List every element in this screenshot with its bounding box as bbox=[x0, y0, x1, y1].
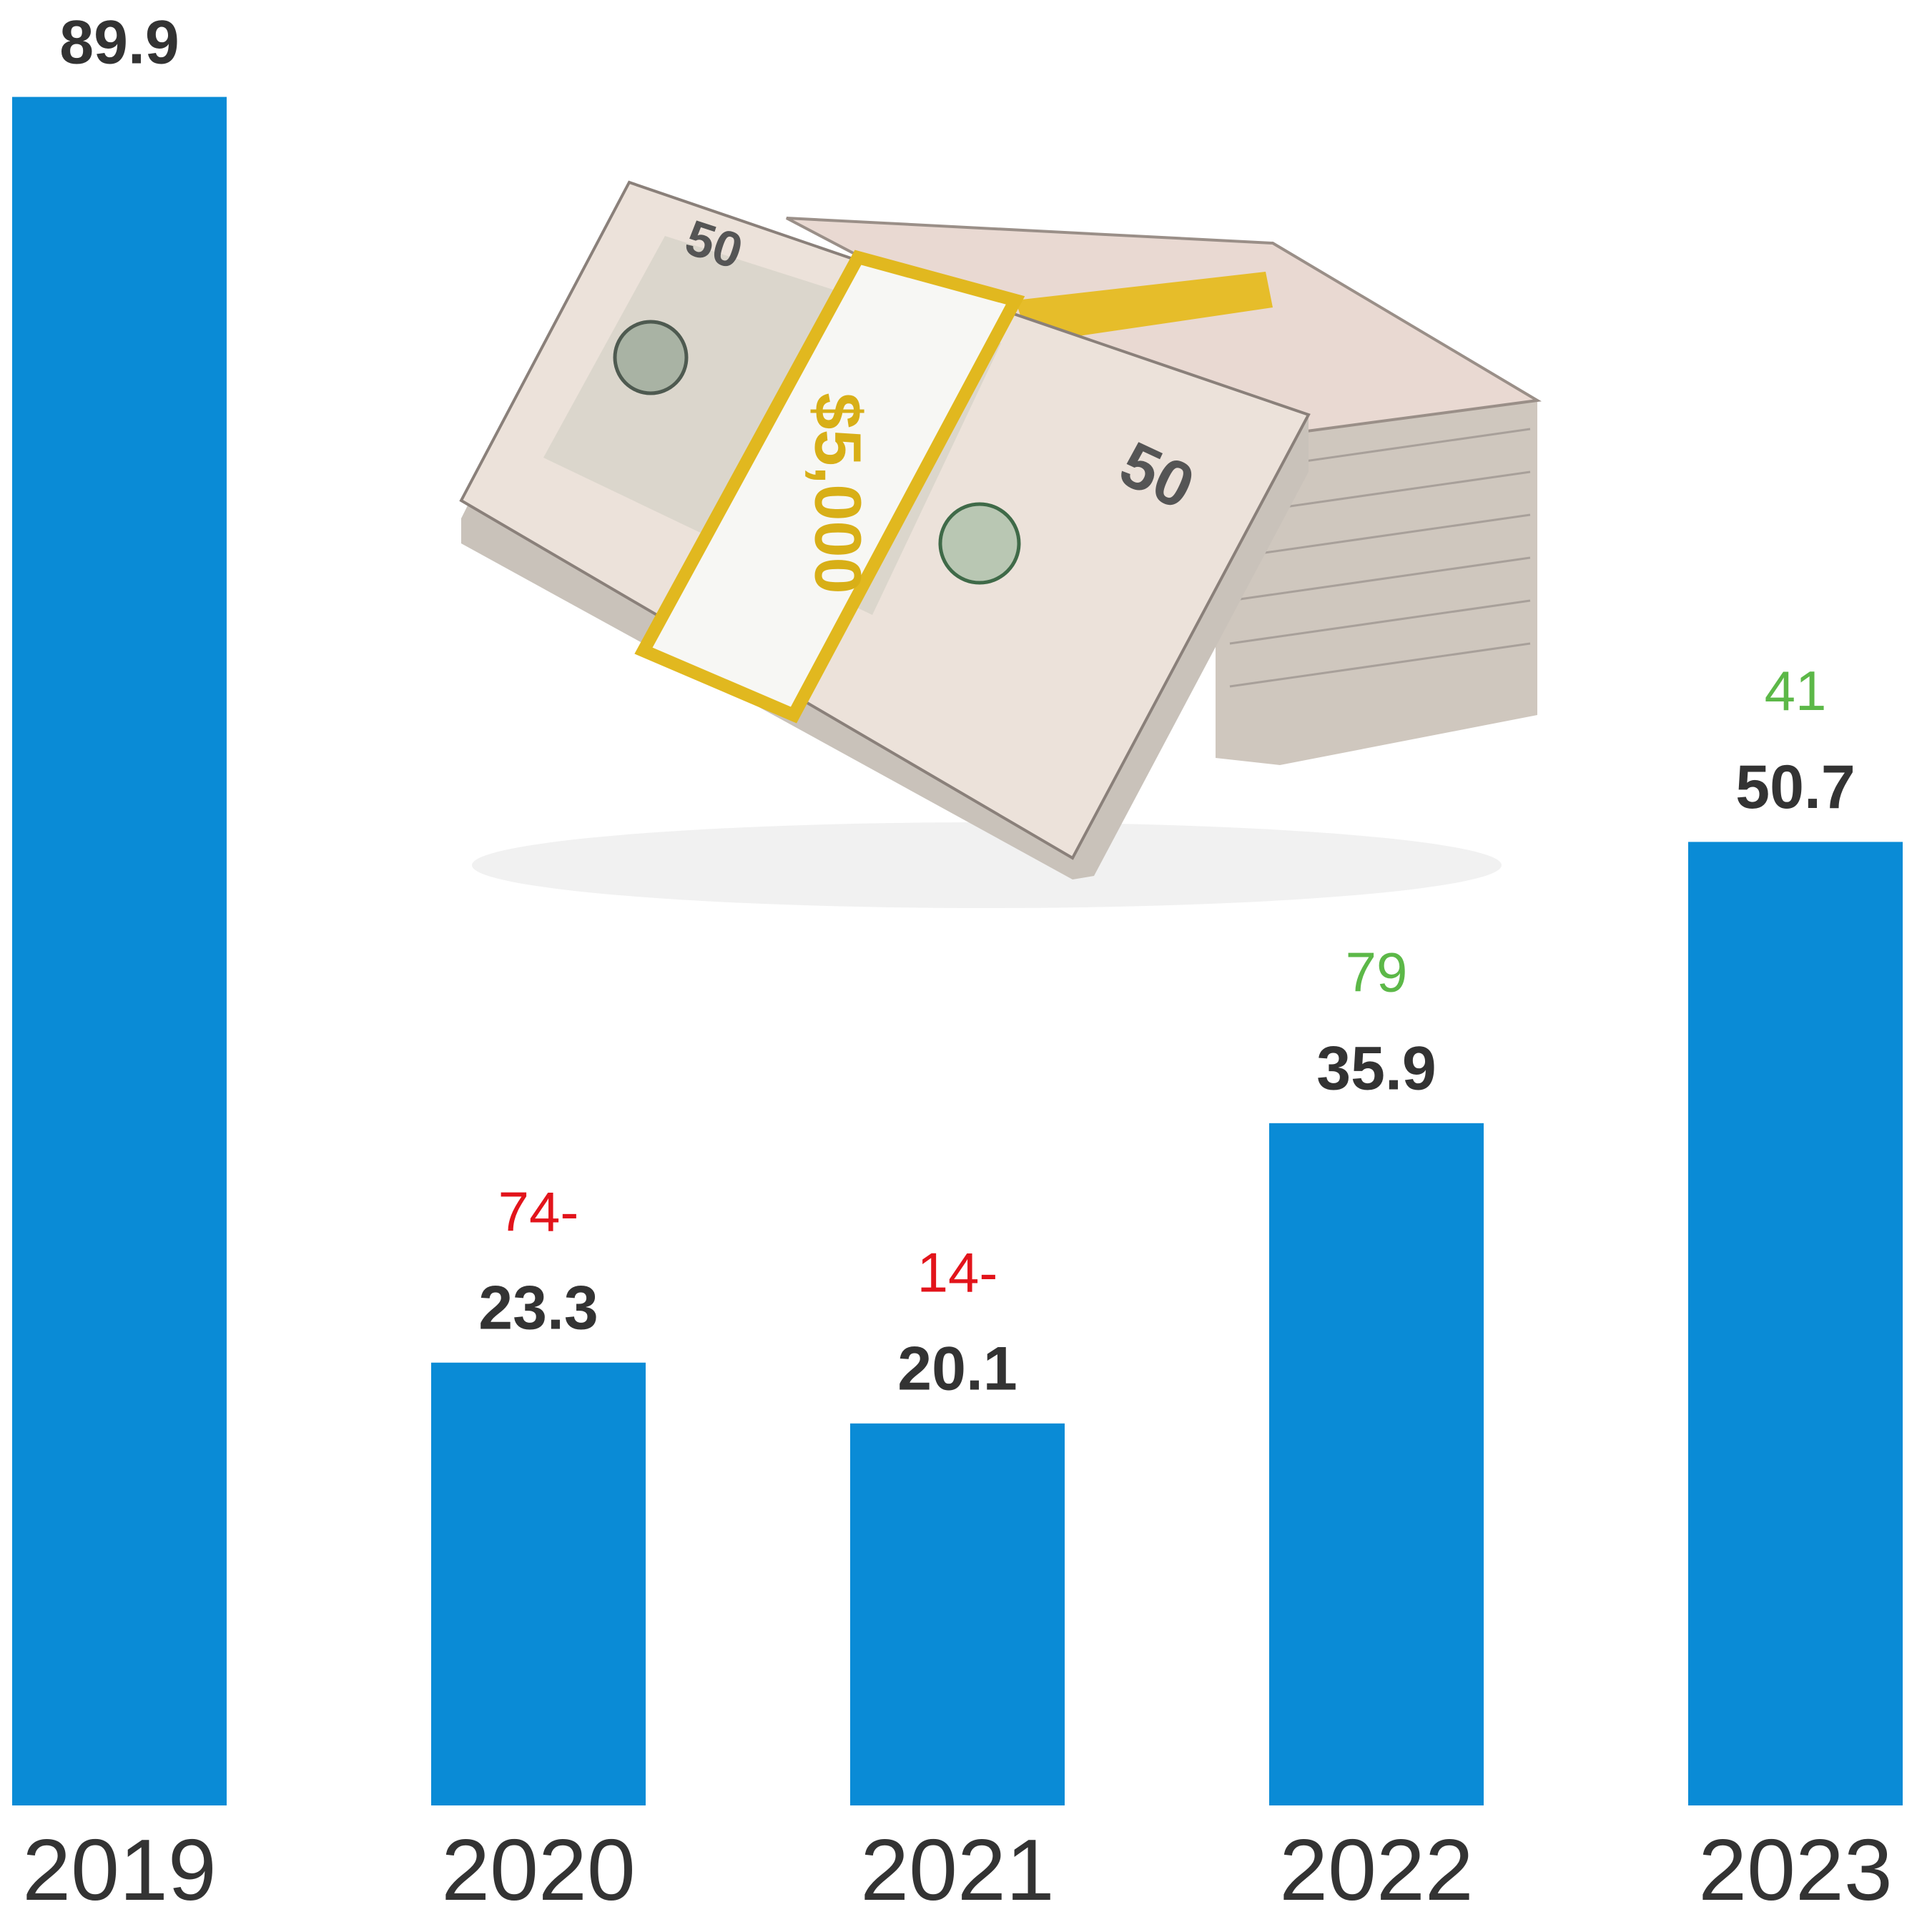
bar bbox=[1688, 842, 1903, 1805]
change-label: 41 bbox=[1765, 659, 1827, 722]
bar bbox=[850, 1423, 1065, 1805]
change-label: 74- bbox=[498, 1180, 579, 1243]
x-tick-label: 2023 bbox=[1698, 1821, 1892, 1918]
bar bbox=[431, 1362, 646, 1805]
value-label: 50.7 bbox=[1735, 753, 1855, 822]
x-tick-label: 2021 bbox=[860, 1821, 1054, 1918]
x-tick-label: 2019 bbox=[22, 1821, 216, 1918]
change-label: 14- bbox=[917, 1241, 998, 1303]
value-label: 23.3 bbox=[478, 1273, 598, 1342]
value-label: 35.9 bbox=[1316, 1035, 1436, 1103]
x-tick-label: 2020 bbox=[441, 1821, 635, 1918]
money-illustration: 50 50 $5,000 bbox=[459, 180, 1542, 908]
value-label: 20.1 bbox=[897, 1334, 1017, 1403]
change-label: 79 bbox=[1346, 940, 1408, 1003]
value-label: 89.9 bbox=[59, 8, 179, 77]
bar bbox=[12, 97, 227, 1805]
x-tick-label: 2022 bbox=[1279, 1821, 1473, 1918]
svg-text:$5,000: $5,000 bbox=[802, 393, 874, 593]
bar bbox=[1269, 1123, 1484, 1805]
